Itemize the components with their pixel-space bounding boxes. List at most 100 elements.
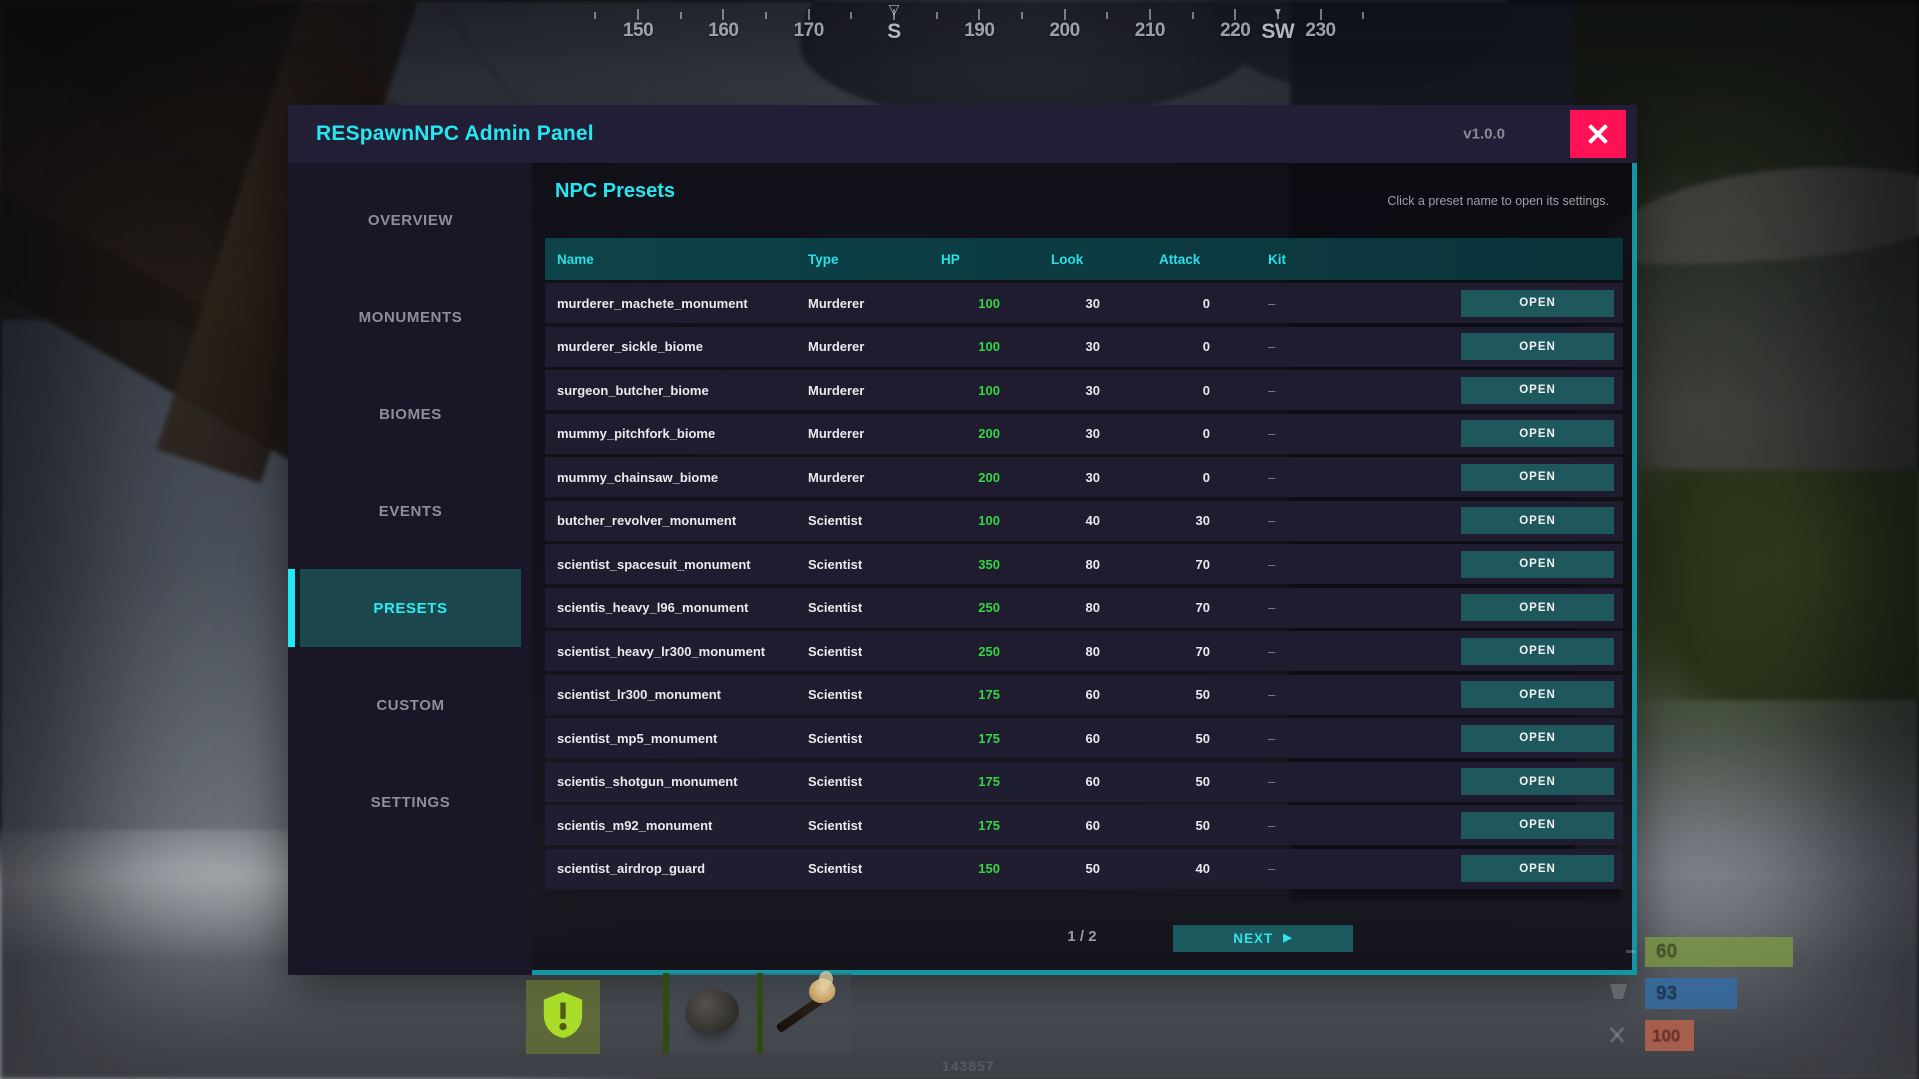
close-button[interactable] — [1570, 110, 1626, 158]
sidebar-item-overview[interactable]: OVERVIEW — [367, 211, 454, 229]
preset-name-link[interactable]: scientist_spacesuit_monument — [557, 556, 751, 572]
cell-hp: 250 — [978, 643, 1000, 659]
cell-look: 30 — [1085, 295, 1100, 311]
cell-attack: 50 — [1195, 817, 1210, 833]
open-preset-button[interactable]: OPEN — [1461, 507, 1614, 534]
play-arrow-icon: ▶ — [1283, 932, 1293, 944]
compass-label-210: 210 — [1134, 20, 1166, 41]
preset-name-link[interactable]: scientist_airdrop_guard — [557, 861, 706, 876]
cell-open: OPEN — [1300, 507, 1623, 534]
cell-open: OPEN — [1300, 594, 1623, 621]
preset-name-link[interactable]: surgeon_butcher_biome — [557, 382, 709, 398]
shield-exclamation-icon — [540, 990, 586, 1045]
stone-icon — [682, 986, 742, 1036]
preset-row: mummy_pitchfork_biome Murderer 200 30 0 – OPEN — [545, 413, 1623, 454]
preset-row: scientist_heavy_lr300_monument Scientist 2… — [545, 631, 1623, 671]
open-preset-button[interactable]: OPEN — [1461, 724, 1614, 752]
preset-name-link[interactable]: scientist_lr300_monument — [557, 687, 722, 702]
compass-tick — [935, 12, 938, 19]
cell-look: 40 — [1085, 513, 1100, 528]
vital-value: 93 — [1656, 982, 1678, 1004]
vital-value: 60 — [1656, 941, 1678, 962]
next-page-button[interactable]: NEXT ▶ — [1173, 925, 1353, 952]
preset-name-link[interactable]: scientist_mp5_monument — [557, 730, 718, 746]
sidebar-item-monuments[interactable]: MONUMENTS — [358, 308, 463, 326]
open-preset-button[interactable]: OPEN — [1461, 637, 1614, 665]
cell-kit: – — [1268, 817, 1276, 833]
table-body: murderer_machete_monument Murderer 100 30 0 –… — [545, 283, 1623, 889]
compass-label-s: S — [887, 20, 901, 43]
cell-attack: 0 — [1202, 339, 1210, 354]
preset-name-link[interactable]: mummy_chainsaw_biome — [557, 469, 719, 485]
vital-value: 100 — [1652, 1025, 1681, 1045]
cell-kit: – — [1268, 469, 1276, 485]
open-preset-button[interactable]: OPEN — [1461, 594, 1614, 621]
cell-attack: 0 — [1202, 382, 1210, 398]
cell-open: OPEN — [1300, 811, 1623, 839]
cell-attack: 70 — [1195, 600, 1210, 615]
cell-type: Scientist — [808, 600, 863, 615]
preset-name-link[interactable]: murderer_machete_monument — [557, 295, 748, 311]
cell-attack: 30 — [1195, 513, 1210, 528]
cell-kit: – — [1268, 382, 1276, 398]
column-header-attack: Attack — [1159, 251, 1201, 267]
cell-type: Scientist — [808, 556, 863, 572]
sidebar-item-presets[interactable]: PRESETS — [288, 569, 521, 647]
hint-text: Click a preset name to open its settings… — [1387, 194, 1609, 208]
open-preset-button[interactable]: OPEN — [1461, 463, 1614, 491]
cell-look: 30 — [1085, 339, 1100, 354]
open-preset-button[interactable]: OPEN — [1461, 550, 1614, 578]
compass-tick — [1319, 9, 1322, 20]
preset-row: scientis_m92_monument Scientist 175 60 50 – OP… — [545, 805, 1623, 845]
panel-header: RESpawnNPC Admin Panel v1.0.0 — [288, 105, 1637, 163]
hotbar-slot-torch[interactable] — [757, 971, 851, 1054]
preset-name-link[interactable]: murderer_sickle_biome — [557, 339, 703, 354]
cell-attack: 0 — [1202, 469, 1210, 485]
preset-row: scientist_lr300_monument Scientist 175 60 50… — [545, 674, 1623, 715]
open-preset-button[interactable]: OPEN — [1461, 289, 1614, 317]
sidebar-item-settings[interactable]: SETTINGS — [370, 793, 451, 811]
vital-bar-health: 100 — [1645, 1020, 1694, 1051]
open-preset-button[interactable]: OPEN — [1461, 333, 1614, 360]
preset-name-link[interactable]: scientist_heavy_lr300_monument — [557, 643, 766, 659]
column-header-look: Look — [1051, 251, 1084, 267]
open-preset-button[interactable]: OPEN — [1461, 681, 1614, 708]
preset-name-link[interactable]: scientis_m92_monument — [557, 817, 713, 833]
preset-name-link[interactable]: scientis_shotgun_monument — [557, 774, 738, 789]
grass-bush — [1640, 470, 1919, 700]
sidebar-item-custom[interactable]: CUSTOM — [376, 696, 445, 714]
cell-kit: – — [1268, 687, 1276, 702]
open-preset-button[interactable]: OPEN — [1461, 811, 1614, 839]
compass-tick — [893, 9, 895, 20]
slot-condition-bar — [663, 973, 669, 1054]
open-preset-button[interactable]: OPEN — [1461, 855, 1614, 882]
cell-kit: – — [1268, 556, 1276, 572]
open-preset-button[interactable]: OPEN — [1461, 768, 1614, 795]
preset-name-link[interactable]: mummy_pitchfork_biome — [557, 426, 716, 441]
cell-kit: – — [1268, 339, 1276, 354]
cell-hp: 175 — [978, 730, 1000, 746]
compass-label-160: 160 — [708, 20, 739, 41]
cell-open: OPEN — [1300, 420, 1623, 447]
table-header-row: Name Type HP Look Attack Kit — [545, 238, 1623, 280]
sidebar-item-biomes[interactable]: BIOMES — [379, 405, 442, 423]
cell-attack: 50 — [1195, 774, 1210, 789]
hotbar-slot-stone[interactable] — [663, 973, 757, 1054]
compass-tick — [637, 9, 640, 20]
open-preset-button[interactable]: OPEN — [1461, 376, 1614, 404]
cell-attack: 50 — [1195, 687, 1210, 702]
sidebar-item-events[interactable]: EVENTS — [378, 502, 443, 520]
cell-kit: – — [1268, 295, 1276, 311]
compass-tick — [1020, 12, 1023, 19]
panel-version: v1.0.0 — [1463, 125, 1505, 143]
next-label: NEXT — [1233, 931, 1274, 946]
cell-kit: – — [1268, 730, 1276, 746]
preset-name-link[interactable]: butcher_revolver_monument — [557, 513, 737, 528]
open-preset-button[interactable]: OPEN — [1461, 420, 1614, 447]
preset-name-link[interactable]: scientis_heavy_l96_monument — [557, 600, 749, 615]
cell-look: 60 — [1085, 687, 1100, 702]
compass-tick — [1191, 12, 1194, 19]
cell-open: OPEN — [1300, 289, 1623, 317]
cell-look: 50 — [1085, 861, 1100, 876]
cell-attack: 70 — [1195, 643, 1210, 659]
